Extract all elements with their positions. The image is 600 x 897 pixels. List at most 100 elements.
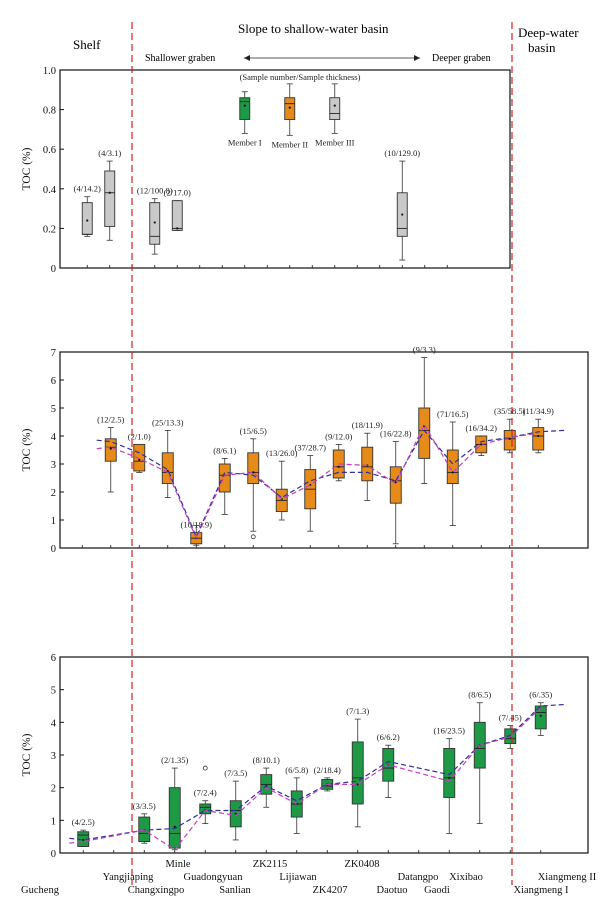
deep-header-2: basin [528, 40, 556, 55]
box-(11/34.9): (11/34.9) [523, 406, 554, 454]
y-tick-label: 0.8 [43, 106, 56, 117]
box-label: Member II [271, 139, 308, 149]
y-tick-label: 1 [51, 816, 56, 827]
location-sanlian: Sanlian [219, 885, 251, 896]
y-tick-label: 1.0 [43, 66, 56, 77]
location-yangjiaping: Yangjiaping [103, 872, 155, 883]
trend-line-blue [96, 429, 565, 539]
box-label: (4/2.5) [72, 817, 95, 827]
y-tick-label: 4 [51, 432, 57, 443]
box-label: (8/6.1) [213, 445, 236, 455]
box-body [446, 449, 459, 485]
box-(25/13.3): (25/13.3) [152, 417, 184, 499]
location-zk0408: ZK0408 [345, 859, 380, 870]
location-gucheng: Gucheng [21, 885, 60, 896]
location-xixibao: Xixibao [449, 872, 483, 883]
box-label: (2/18.4) [314, 765, 341, 775]
mean-point [176, 227, 179, 230]
mean-point [153, 221, 156, 224]
box-(16/23.5): (16/23.5) [434, 726, 465, 834]
box-label: (9/3.3) [413, 345, 436, 355]
box-Member III: Member III [315, 83, 355, 147]
box-(35/58.5): (35/58.5) [494, 406, 526, 454]
box-(71/16.5): (71/16.5) [437, 409, 469, 526]
deeper-graben-label: Deeper graben [432, 53, 491, 64]
box-label: (7/1.3) [346, 706, 369, 716]
box-label: (18/11.9) [352, 420, 383, 430]
y-tick-label: 0.4 [43, 185, 57, 196]
box-(2/1.35): (2/1.35) [161, 755, 188, 851]
mean-point [480, 443, 483, 446]
mean-point [252, 471, 255, 474]
box-body [239, 97, 251, 120]
plot-frame [59, 351, 589, 549]
box-label: (12/100.8) [137, 186, 173, 196]
box-(8/6.1): (8/6.1) [213, 445, 236, 515]
box-label: Member III [315, 137, 355, 147]
box-body [161, 452, 174, 485]
y-tick-label: 4 [51, 718, 57, 729]
box-(18/11.9): (18/11.9) [352, 420, 383, 501]
box-(8/6.5): (8/6.5) [468, 690, 491, 824]
box-label: (2/1.35) [161, 755, 188, 765]
mean-point [138, 458, 141, 461]
box-(13/26.0): (13/26.0) [266, 448, 298, 521]
box-label: (2/17.0) [164, 188, 191, 198]
y-tick-label: 0 [51, 264, 56, 275]
box-(10/129.0): (10/129.0) [384, 148, 420, 261]
box-body [81, 202, 93, 235]
box-label: (4/14.2) [74, 184, 101, 194]
location-zk4207: ZK4207 [313, 885, 348, 896]
box-body [443, 748, 456, 798]
box-label: (8/6.5) [468, 690, 491, 700]
box-label: (7/3.5) [224, 768, 247, 778]
mean-point [243, 104, 246, 107]
box-(6/.35): (6/.35) [529, 690, 552, 736]
slope-header: Slope to shallow-water basin [238, 21, 389, 36]
y-tick-label: 0 [51, 544, 56, 555]
mean-point [333, 104, 336, 107]
box-label: (10/18.9) [181, 520, 213, 530]
box-label: (4/3.1) [98, 148, 121, 158]
box-label: (7/2.4) [194, 788, 217, 798]
shelf-header: Shelf [73, 37, 101, 52]
box-(15/6.5): (15/6.5) [240, 426, 267, 540]
box-body [361, 446, 374, 482]
outlier-point [202, 765, 208, 771]
box-label: (35/58.5) [494, 406, 526, 416]
box-body [133, 443, 146, 472]
box-label: (16/22.8) [380, 429, 412, 439]
mean-point [401, 213, 404, 216]
box-(12/100.8): (12/100.8) [137, 186, 173, 255]
box-label: (13/26.0) [266, 448, 298, 458]
trend-line-purple [96, 423, 539, 540]
location-datangpo: Datangpo [398, 872, 439, 883]
mean-point [109, 447, 112, 450]
box-(9/12.0): (9/12.0) [325, 431, 352, 482]
panel-middle: 0 1 2 3 4 5 6 7 TOC (%) (12/2.5) (2/1.0)(25/13.3) (… [21, 345, 589, 555]
box-label: (11/34.9) [523, 406, 554, 416]
box-label: (6/.35) [529, 690, 552, 700]
location-xiangmeng-ii: Xiangmeng II [538, 872, 597, 883]
trend-line-blue [69, 703, 567, 841]
box-label: (16/34.2) [466, 423, 498, 433]
outlier-point [250, 534, 256, 540]
y-tick-label: 0.6 [43, 145, 56, 156]
box-Member II: Member II [271, 83, 308, 149]
box-(10/18.9): (10/18.9) [181, 520, 213, 546]
box-(2/1.0): (2/1.0) [128, 431, 151, 473]
box-body [199, 803, 212, 815]
location-zk2115: ZK2115 [253, 859, 288, 870]
box-body [247, 452, 260, 485]
location-xiangmeng-i: Xiangmeng I [513, 885, 569, 896]
box-body [351, 741, 364, 805]
box-(2/18.4): (2/18.4) [314, 765, 341, 792]
box-label: (6/5.8) [285, 765, 308, 775]
box-label: (7/.45) [499, 713, 522, 723]
plot-frame [59, 69, 511, 269]
panel-bottom: 0 1 2 3 4 5 6 TOC (%) (4/2.5) (3/3.5) (2/1.35) (7/2… [21, 653, 589, 860]
mean-point [537, 434, 540, 438]
y-tick-label: 0.2 [43, 224, 56, 235]
box-(9/3.3): (9/3.3) [413, 345, 436, 485]
box-label: (3/3.5) [133, 801, 156, 811]
